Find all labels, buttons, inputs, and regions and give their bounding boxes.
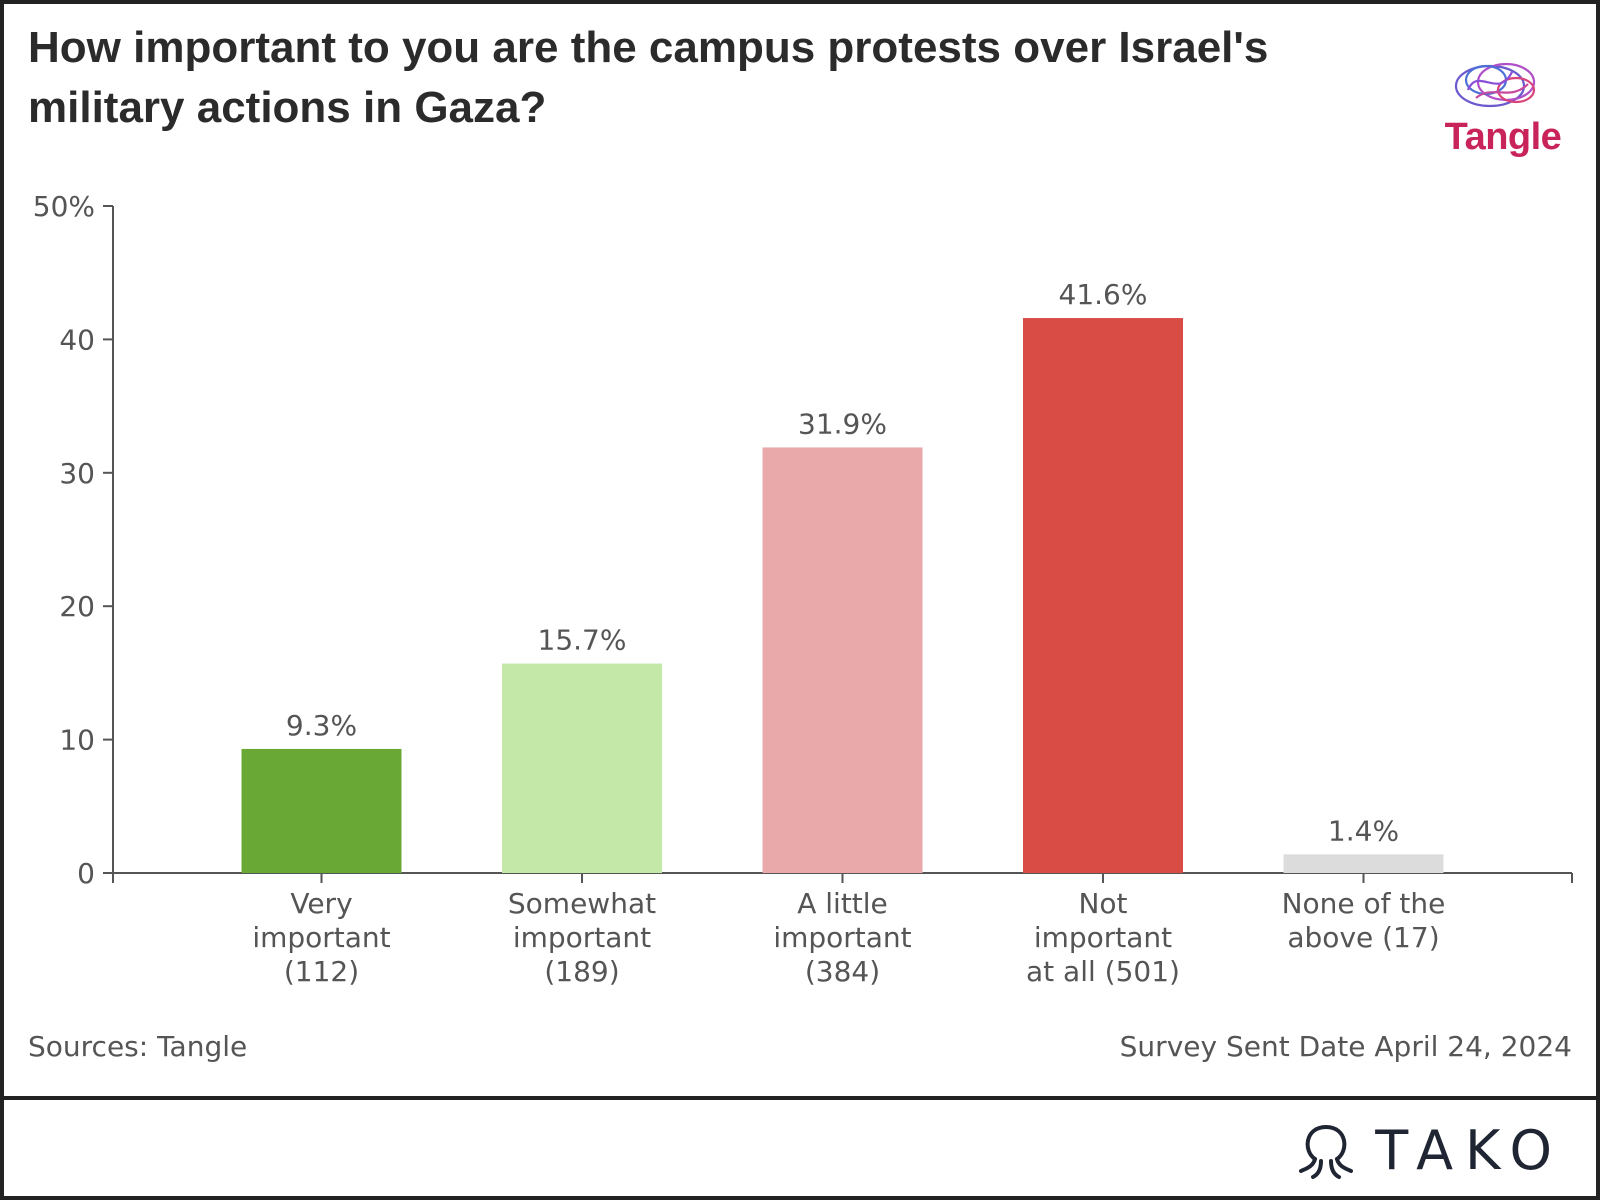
- x-tick-label: important: [513, 921, 651, 954]
- tangle-logo: Tangle: [1428, 56, 1578, 166]
- tako-logo: TAKO: [1295, 1118, 1564, 1182]
- x-tick-label: (112): [284, 955, 359, 988]
- x-tick-label: None of the: [1282, 887, 1446, 920]
- octopus-icon: [1299, 1124, 1354, 1179]
- x-tick-label: important: [252, 921, 390, 954]
- bar: [241, 748, 402, 873]
- x-tick-label: at all (501): [1026, 955, 1180, 988]
- x-tick-label: important: [773, 921, 911, 954]
- data-label: 31.9%: [798, 407, 887, 440]
- tako-wordmark: TAKO: [1375, 1118, 1564, 1182]
- source-note: Sources: Tangle: [28, 1030, 248, 1063]
- data-label: 15.7%: [538, 624, 627, 657]
- y-tick-label: 50%: [33, 190, 95, 223]
- y-tick-label: 40: [59, 323, 95, 356]
- y-tick-label: 10: [59, 724, 95, 757]
- x-tick-label: above (17): [1287, 921, 1439, 954]
- bar: [762, 447, 923, 873]
- x-tick-label: (189): [544, 955, 619, 988]
- chart-title: How important to you are the campus prot…: [28, 23, 1269, 132]
- y-tick-label: 30: [59, 457, 95, 490]
- bar-chart: 01020304050%9.3%Veryimportant(112)15.7%S…: [33, 190, 1573, 988]
- bar: [1283, 854, 1444, 873]
- x-tick-label: (384): [805, 955, 880, 988]
- data-label: 41.6%: [1059, 278, 1148, 311]
- survey-date-note: Survey Sent Date April 24, 2024: [1119, 1030, 1572, 1063]
- x-tick-label: Somewhat: [508, 887, 656, 920]
- bar: [1023, 318, 1183, 873]
- footer-divider: [0, 1096, 1600, 1100]
- x-tick-label: Very: [290, 887, 352, 920]
- x-tick-label: important: [1034, 921, 1172, 954]
- data-label: 9.3%: [286, 709, 357, 742]
- x-tick-label: A little: [797, 887, 888, 920]
- y-tick-label: 20: [59, 590, 95, 623]
- tangle-wordmark: Tangle: [1444, 116, 1562, 158]
- x-tick-label: Not: [1078, 887, 1127, 920]
- bar: [502, 663, 662, 873]
- y-tick-label: 0: [77, 857, 95, 890]
- brain-icon: [1454, 62, 1536, 108]
- data-label: 1.4%: [1328, 814, 1399, 847]
